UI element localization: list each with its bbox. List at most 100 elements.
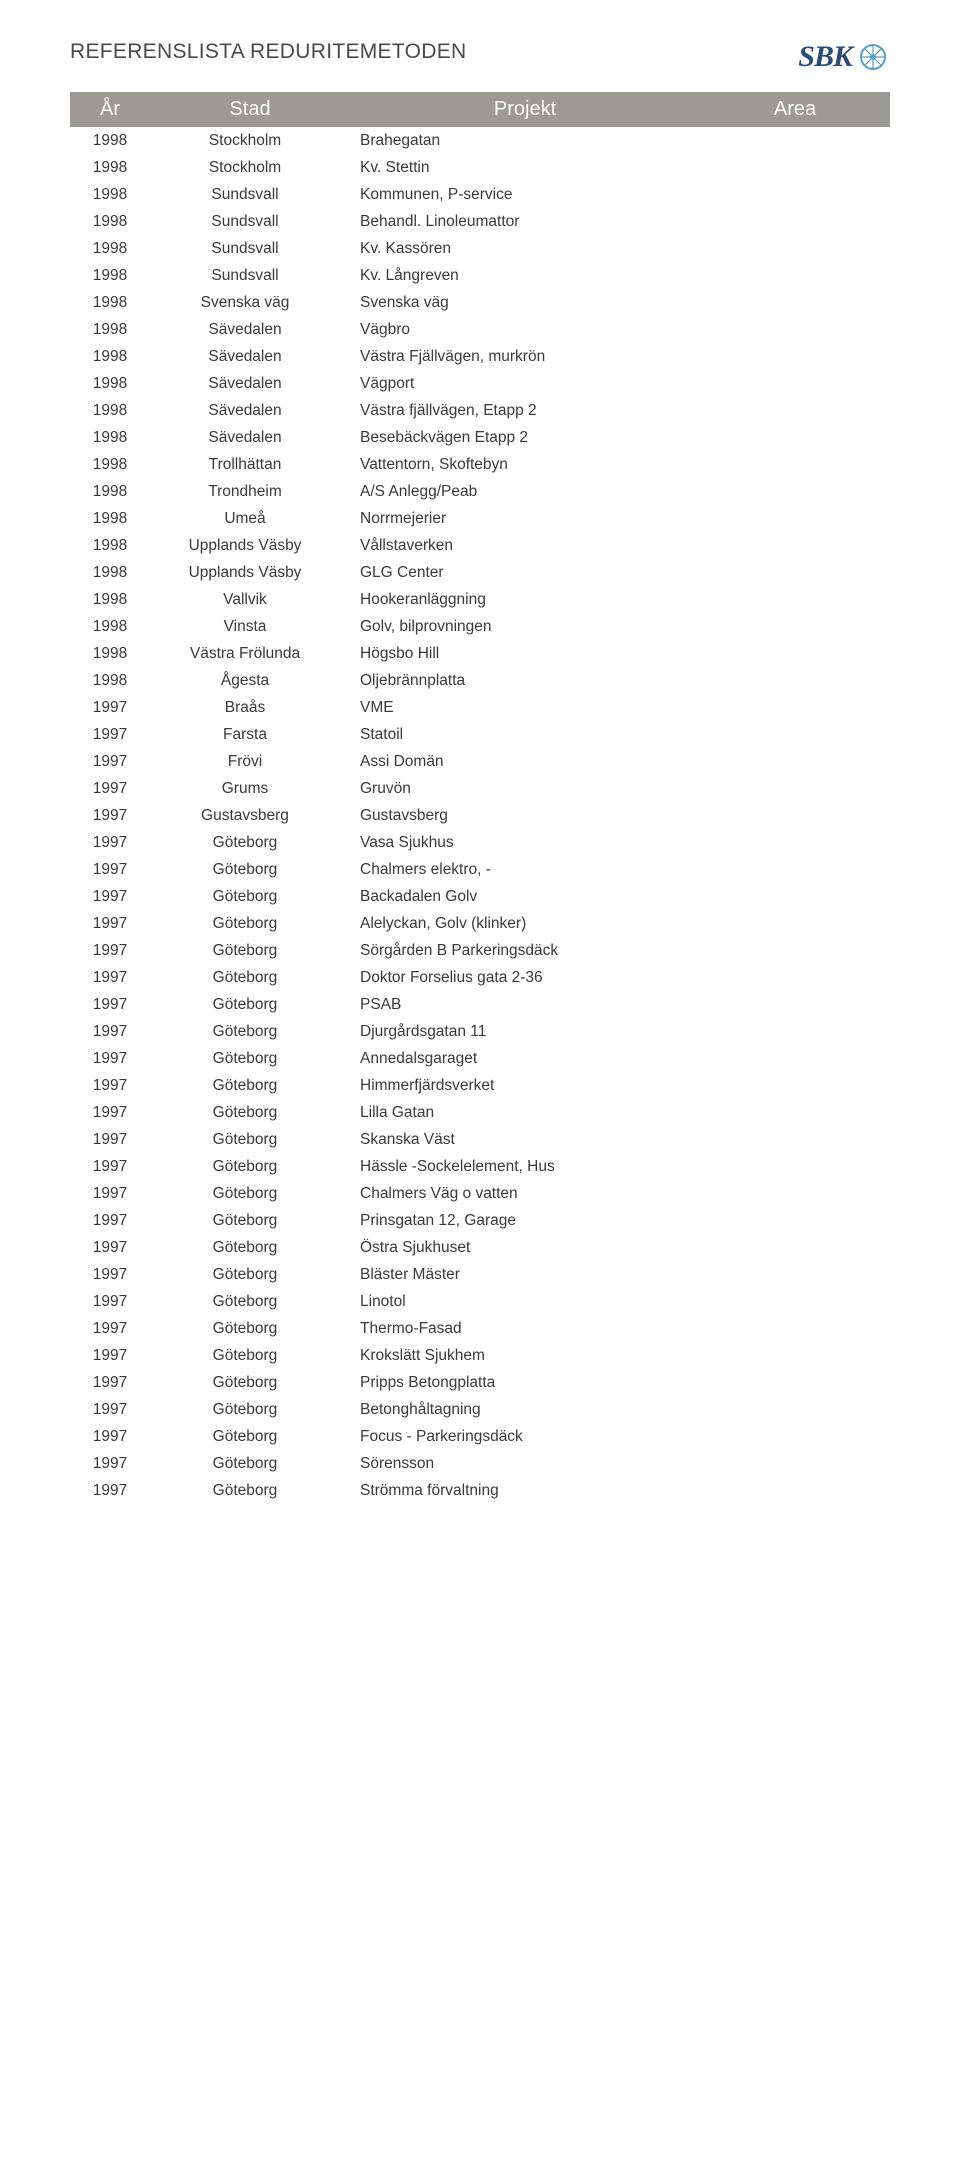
cell-year: 1997 (70, 780, 150, 798)
cell-city: Frövi (150, 753, 350, 771)
cell-area (700, 1266, 890, 1284)
table-row: 1998TrondheimA/S Anlegg/Peab (70, 478, 890, 505)
cell-year: 1997 (70, 1131, 150, 1149)
cell-project: Högsbo Hill (350, 645, 700, 663)
cell-city: Trollhättan (150, 456, 350, 474)
cell-project: Chalmers Väg o vatten (350, 1185, 700, 1203)
table-row: 1998SundsvallKv. Långreven (70, 262, 890, 289)
cell-area (700, 483, 890, 501)
cell-area (700, 942, 890, 960)
cell-city: Stockholm (150, 159, 350, 177)
cell-project: Kommunen, P-service (350, 186, 700, 204)
cell-year: 1997 (70, 834, 150, 852)
cell-year: 1997 (70, 915, 150, 933)
cell-area (700, 240, 890, 258)
cell-area (700, 1293, 890, 1311)
cell-city: Gustavsberg (150, 807, 350, 825)
cell-year: 1997 (70, 1266, 150, 1284)
cell-area (700, 456, 890, 474)
cell-city: Vinsta (150, 618, 350, 636)
cell-project: Linotol (350, 1293, 700, 1311)
cell-project: Alelyckan, Golv (klinker) (350, 915, 700, 933)
cell-year: 1998 (70, 645, 150, 663)
table-header-row: År Stad Projekt Area (70, 92, 890, 127)
table-row: 1997BraåsVME (70, 694, 890, 721)
cell-year: 1997 (70, 1023, 150, 1041)
cell-project: Krokslätt Sjukhem (350, 1347, 700, 1365)
cell-project: Lilla Gatan (350, 1104, 700, 1122)
cell-year: 1997 (70, 1104, 150, 1122)
cell-year: 1997 (70, 888, 150, 906)
cell-city: Göteborg (150, 1293, 350, 1311)
table-row: 1998UmeåNorrmejerier (70, 505, 890, 532)
table-row: 1997GöteborgLinotol (70, 1288, 890, 1315)
table-row: 1998SävedalenVästra fjällvägen, Etapp 2 (70, 397, 890, 424)
cell-year: 1998 (70, 510, 150, 528)
table-row: 1997GöteborgBackadalen Golv (70, 883, 890, 910)
cell-project: Bläster Mäster (350, 1266, 700, 1284)
cell-area (700, 321, 890, 339)
cell-year: 1998 (70, 483, 150, 501)
table-row: 1997GöteborgChalmers elektro, - (70, 856, 890, 883)
cell-area (700, 348, 890, 366)
cell-area (700, 159, 890, 177)
cell-year: 1998 (70, 618, 150, 636)
cell-year: 1997 (70, 1050, 150, 1068)
cell-project: Himmerfjärdsverket (350, 1077, 700, 1095)
cell-year: 1998 (70, 591, 150, 609)
cell-project: Sörgården B Parkeringsdäck (350, 942, 700, 960)
cell-project: Norrmejerier (350, 510, 700, 528)
cell-city: Sävedalen (150, 348, 350, 366)
cell-area (700, 753, 890, 771)
cell-project: Vasa Sjukhus (350, 834, 700, 852)
cell-area (700, 672, 890, 690)
cell-area (700, 537, 890, 555)
cell-city: Göteborg (150, 1239, 350, 1257)
cell-area (700, 1455, 890, 1473)
cell-city: Göteborg (150, 1131, 350, 1149)
column-header-year: År (70, 98, 150, 121)
cell-area (700, 1077, 890, 1095)
cell-year: 1998 (70, 132, 150, 150)
cell-area (700, 699, 890, 717)
cell-project: Hässle -Sockelelement, Hus (350, 1158, 700, 1176)
cell-city: Göteborg (150, 1401, 350, 1419)
cell-area (700, 1023, 890, 1041)
table-row: 1997GöteborgAnnedalsgaraget (70, 1045, 890, 1072)
table-row: 1997GöteborgSörensson (70, 1450, 890, 1477)
cell-project: Östra Sjukhuset (350, 1239, 700, 1257)
table-row: 1997GöteborgLilla Gatan (70, 1099, 890, 1126)
cell-city: Braås (150, 699, 350, 717)
cell-project: GLG Center (350, 564, 700, 582)
cell-project: Djurgårdsgatan 11 (350, 1023, 700, 1041)
column-header-city: Stad (150, 98, 350, 121)
cell-area (700, 780, 890, 798)
table-row: 1998TrollhättanVattentorn, Skoftebyn (70, 451, 890, 478)
cell-city: Ågesta (150, 672, 350, 690)
cell-city: Sävedalen (150, 402, 350, 420)
cell-city: Trondheim (150, 483, 350, 501)
table-row: 1998VallvikHookeranläggning (70, 586, 890, 613)
cell-area (700, 726, 890, 744)
table-row: 1997GöteborgThermo-Fasad (70, 1315, 890, 1342)
cell-city: Göteborg (150, 861, 350, 879)
cell-city: Göteborg (150, 888, 350, 906)
table-row: 1997GöteborgBläster Mäster (70, 1261, 890, 1288)
cell-area (700, 915, 890, 933)
cell-project: Prinsgatan 12, Garage (350, 1212, 700, 1230)
table-row: 1998SävedalenVästra Fjällvägen, murkrön (70, 343, 890, 370)
cell-year: 1997 (70, 1374, 150, 1392)
cell-project: Kv. Stettin (350, 159, 700, 177)
cell-area (700, 132, 890, 150)
cell-project: Vållstaverken (350, 537, 700, 555)
cell-year: 1997 (70, 1158, 150, 1176)
cell-project: Brahegatan (350, 132, 700, 150)
table-row: 1998Västra FrölundaHögsbo Hill (70, 640, 890, 667)
cell-area (700, 510, 890, 528)
cell-project: Gruvön (350, 780, 700, 798)
cell-area (700, 402, 890, 420)
cell-year: 1998 (70, 537, 150, 555)
cell-year: 1997 (70, 1212, 150, 1230)
cell-project: Pripps Betongplatta (350, 1374, 700, 1392)
cell-city: Göteborg (150, 834, 350, 852)
